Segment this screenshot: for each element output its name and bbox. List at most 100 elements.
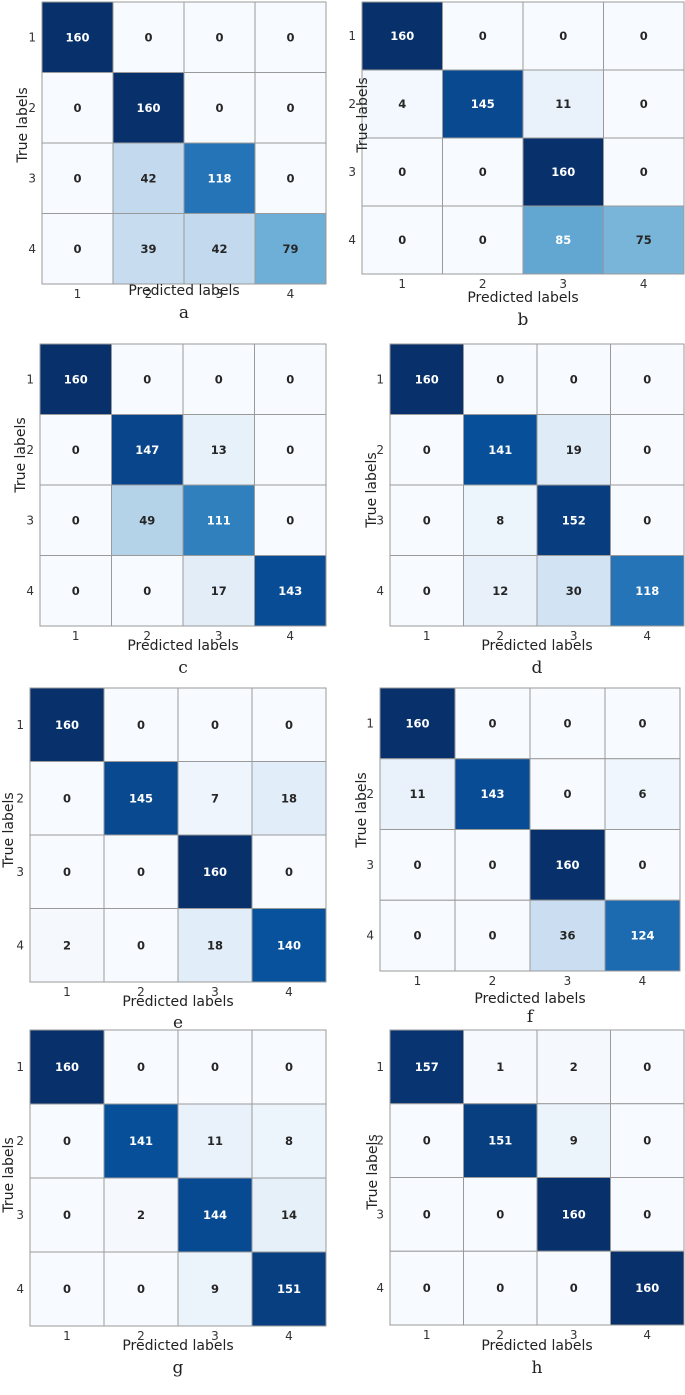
- cell-value-b-r4-c3: 85: [555, 233, 571, 247]
- cell-value-f-r2-c4: 6: [638, 787, 646, 801]
- cell-value-e-r1-c3: 0: [211, 718, 219, 732]
- cell-value-a-r3-c3: 118: [207, 171, 231, 185]
- y-tick-c-3: 3: [26, 513, 34, 527]
- cell-value-g-r2-c2: 141: [129, 1134, 153, 1148]
- x-tick-d-1: 1: [423, 629, 431, 643]
- cell-value-c-r1-c2: 0: [143, 372, 151, 386]
- y-tick-h-2: 2: [376, 1134, 384, 1148]
- cell-value-a-r4-c3: 42: [211, 242, 227, 256]
- cell-e-r3-c2: [103, 834, 179, 909]
- cell-h-r2-c3: [536, 1103, 611, 1178]
- cell-value-d-r3-c2: 8: [496, 513, 504, 527]
- x-tick-c-4: 4: [286, 629, 294, 643]
- cell-g-r3-c4: [251, 1177, 327, 1253]
- x-tick-f-1: 1: [414, 974, 422, 988]
- cell-value-d-r1-c4: 0: [643, 372, 651, 386]
- cell-g-r2-c4: [251, 1103, 327, 1179]
- cell-value-e-r3-c4: 0: [285, 865, 293, 879]
- cell-a-r2-c2: [112, 72, 185, 144]
- y-tick-e-4: 4: [16, 938, 24, 952]
- x-axis-label-g: Predicted labels: [122, 1338, 233, 1354]
- cell-f-r4-c2: [454, 899, 531, 972]
- cell-value-g-r1-c3: 0: [211, 1060, 219, 1074]
- cell-d-r1-c1: [389, 343, 464, 415]
- cell-d-r3-c4: [610, 484, 685, 556]
- cell-value-d-r4-c1: 0: [423, 584, 431, 598]
- cell-value-d-r1-c2: 0: [496, 372, 504, 386]
- cell-value-h-r1-c2: 1: [496, 1060, 504, 1074]
- cell-value-a-r3-c1: 0: [73, 171, 81, 185]
- cell-f-r2-c3: [529, 758, 606, 830]
- cell-d-r2-c1: [389, 414, 464, 486]
- cell-value-b-r1-c4: 0: [640, 29, 648, 43]
- cell-c-r3-c2: [111, 484, 184, 556]
- cell-value-b-r1-c3: 0: [559, 29, 567, 43]
- cell-value-d-r2-c3: 19: [566, 443, 582, 457]
- cell-value-e-r3-c2: 0: [137, 865, 145, 879]
- cell-e-r4-c4: [251, 908, 327, 983]
- x-axis-label-e: Predicted labels: [122, 994, 233, 1010]
- cell-e-r2-c2: [103, 761, 179, 836]
- x-tick-f-3: 3: [564, 974, 572, 988]
- cell-value-f-r3-c3: 160: [555, 858, 579, 872]
- cell-a-r4-c2: [112, 213, 185, 285]
- cell-value-c-r2-c2: 147: [135, 443, 159, 457]
- panel-letter-e: e: [173, 1013, 183, 1033]
- cell-value-a-r2-c1: 0: [73, 101, 81, 115]
- cell-value-d-r2-c2: 141: [488, 443, 512, 457]
- x-tick-e-1: 1: [63, 985, 71, 999]
- cell-d-r2-c2: [463, 414, 538, 486]
- y-tick-f-1: 1: [366, 716, 374, 730]
- cell-h-r3-c4: [610, 1177, 685, 1252]
- cell-b-r2-c3: [522, 69, 604, 139]
- y-tick-c-1: 1: [26, 372, 34, 386]
- cell-value-b-r3-c2: 0: [479, 165, 487, 179]
- cell-value-b-r2-c1: 4: [398, 97, 406, 111]
- cell-f-r1-c2: [454, 687, 531, 760]
- cell-value-h-r1-c4: 0: [643, 1060, 651, 1074]
- cell-value-d-r3-c3: 152: [562, 513, 586, 527]
- y-tick-f-3: 3: [366, 858, 374, 872]
- cell-a-r4-c4: [254, 213, 327, 285]
- x-tick-e-4: 4: [285, 985, 293, 999]
- y-axis-label-c: True labels: [13, 417, 29, 493]
- cell-value-d-r4-c2: 12: [492, 584, 508, 598]
- cell-b-r1-c2: [442, 1, 524, 71]
- cell-value-f-r1-c4: 0: [638, 716, 646, 730]
- cell-f-r3-c4: [604, 829, 681, 901]
- cell-e-r1-c1: [29, 687, 105, 762]
- cell-value-f-r3-c1: 0: [413, 858, 421, 872]
- cell-value-f-r2-c1: 11: [409, 787, 425, 801]
- cell-value-c-r3-c3: 111: [207, 513, 231, 527]
- y-tick-d-2: 2: [376, 443, 384, 457]
- cell-value-b-r4-c2: 0: [479, 233, 487, 247]
- cell-d-r3-c1: [389, 484, 464, 556]
- cell-e-r3-c4: [251, 834, 327, 909]
- x-axis-label-c: Predicted labels: [127, 638, 238, 654]
- y-tick-h-4: 4: [376, 1281, 384, 1295]
- cell-value-f-r1-c1: 160: [405, 716, 429, 730]
- cell-value-g-r4-c4: 151: [277, 1282, 301, 1296]
- cell-h-r2-c1: [389, 1103, 464, 1178]
- cell-c-r4-c3: [182, 555, 255, 627]
- cell-value-g-r2-c4: 8: [285, 1134, 293, 1148]
- cell-value-b-r4-c1: 0: [398, 233, 406, 247]
- y-axis-label-e: True labels: [1, 792, 17, 868]
- cell-value-a-r1-c3: 0: [215, 30, 223, 44]
- x-tick-h-1: 1: [423, 1328, 431, 1342]
- cell-value-b-r1-c1: 160: [390, 29, 414, 43]
- y-tick-b-4: 4: [348, 233, 356, 247]
- cell-value-c-r4-c2: 0: [143, 584, 151, 598]
- cell-value-c-r2-c1: 0: [72, 443, 80, 457]
- panel-g: 160 0 0 0 0 141 11 8 0 2 144 14 0 0 9 151 1 2 3 4 1 2 3 4 Predic…: [1, 1029, 327, 1378]
- cell-value-b-r3-c3: 160: [551, 165, 575, 179]
- y-tick-d-3: 3: [376, 513, 384, 527]
- cell-value-e-r1-c1: 160: [55, 718, 79, 732]
- cell-value-c-r1-c4: 0: [286, 372, 294, 386]
- cell-f-r2-c4: [604, 758, 681, 830]
- cell-value-a-r3-c4: 0: [286, 171, 294, 185]
- y-axis-label-d: True labels: [364, 452, 380, 528]
- cell-a-r4-c1: [41, 213, 114, 285]
- y-tick-b-3: 3: [348, 165, 356, 179]
